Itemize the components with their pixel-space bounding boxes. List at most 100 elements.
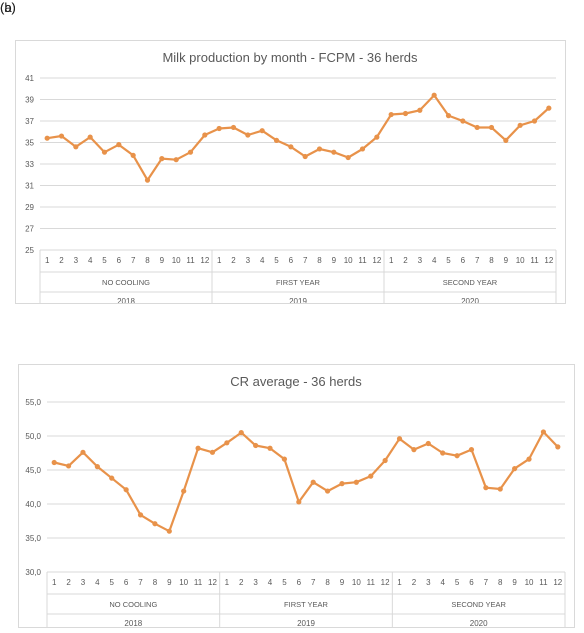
x-tick-label: 5: [274, 256, 279, 265]
data-point: [345, 154, 351, 161]
x-tick-label: 6: [297, 578, 302, 587]
x-tick-label: 10: [352, 578, 361, 587]
x-tick-label: 12: [553, 578, 562, 587]
x-tick-label: 1: [225, 578, 230, 587]
y-tick-label: 39: [25, 96, 34, 105]
x-tick-label: 10: [179, 578, 188, 587]
data-point: [454, 453, 460, 459]
data-point: [396, 436, 403, 442]
x-tick-label: 9: [504, 256, 509, 265]
period-label: NO COOLING: [102, 278, 150, 287]
data-point: [273, 137, 280, 143]
cr-average-chart-svg: CR average - 36 herds 30,0 35,0 40,0 45,0 50,…: [25, 374, 566, 627]
x-tick-label: 2: [403, 256, 408, 265]
x-tick-label: 2: [59, 256, 64, 265]
data-point: [517, 122, 523, 128]
year-label: 2019: [289, 297, 307, 303]
y-tick-label: 31: [25, 182, 34, 191]
x-tick-label: 1: [45, 256, 50, 265]
data-point: [267, 445, 273, 451]
x-tick-label: 7: [484, 578, 489, 587]
data-point: [316, 146, 323, 152]
data-point: [374, 134, 380, 140]
x-tick-label: 1: [397, 578, 402, 587]
x-tick-label: 4: [268, 578, 273, 587]
data-point: [359, 146, 366, 152]
data-point: [388, 111, 394, 118]
data-point: [123, 487, 129, 493]
series-line: [47, 94, 550, 182]
year-label: 2018: [117, 297, 135, 303]
x-tick-label: 6: [124, 578, 129, 587]
data-point: [483, 485, 489, 491]
x-tick-label: 7: [303, 256, 308, 265]
data-point: [209, 449, 216, 455]
data-point: [402, 110, 409, 117]
data-point: [152, 521, 158, 527]
data-point: [259, 128, 265, 134]
y-tick-label: 29: [25, 203, 34, 212]
data-point: [195, 445, 201, 451]
data-point: [288, 144, 294, 150]
milk-production-chart: Milk production by month - FCPM - 36 her…: [15, 40, 566, 304]
x-tick-label: 9: [512, 578, 517, 587]
data-point: [144, 177, 151, 183]
x-tick-label: 3: [253, 578, 258, 587]
data-point: [80, 449, 86, 455]
data-point: [425, 440, 431, 447]
data-point: [468, 447, 475, 453]
data-point: [339, 481, 345, 487]
x-tick-label: 5: [455, 578, 460, 587]
y-tick-label: 35: [25, 139, 34, 148]
y-tick-label: 33: [25, 160, 34, 169]
y-tick-label: 50,0: [25, 432, 41, 441]
x-tick-label: 4: [95, 578, 100, 587]
x-tick-label: 3: [246, 256, 251, 265]
x-tick-label: 7: [311, 578, 316, 587]
data-point: [440, 450, 446, 456]
data-point: [296, 499, 302, 505]
data-point: [460, 118, 466, 124]
y-tick-label: 35,0: [25, 534, 41, 543]
year-label: 2020: [470, 619, 488, 627]
x-tick-label: 7: [138, 578, 143, 587]
data-point: [51, 459, 57, 466]
data-point: [238, 430, 244, 436]
x-tick-label: 5: [102, 256, 107, 265]
x-tick-label: 11: [530, 256, 539, 265]
y-tick-label: 27: [25, 225, 34, 234]
cr-average-chart: CR average - 36 herds 30,0 35,0 40,0 45,0 50,…: [18, 364, 575, 628]
x-tick-label: 7: [131, 256, 136, 265]
x-tick-label: 9: [340, 578, 345, 587]
panel-a-label: (a): [0, 0, 16, 15]
year-label: 2020: [461, 297, 479, 303]
period-label: NO COOLING: [109, 600, 157, 609]
x-tick-label: 2: [231, 256, 236, 265]
data-point: [137, 512, 144, 518]
x-tick-label: 12: [381, 578, 390, 587]
data-point: [216, 125, 222, 132]
y-tick-label: 40,0: [25, 500, 41, 509]
x-tick-label: 12: [544, 256, 553, 265]
x-tick-label: 11: [539, 578, 548, 587]
x-tick-label: 8: [153, 578, 158, 587]
x-tick-label: 3: [81, 578, 86, 587]
x-tick-label: 3: [418, 256, 423, 265]
period-label: SECOND YEAR: [443, 278, 498, 287]
data-point: [417, 107, 423, 113]
x-tick-label: 8: [489, 256, 494, 265]
data-point: [310, 479, 316, 485]
data-point: [58, 133, 65, 139]
data-point: [253, 442, 259, 449]
x-tick-label: 10: [344, 256, 353, 265]
chart-title: CR average - 36 herds: [230, 374, 362, 389]
y-tick-label: 41: [25, 74, 34, 83]
x-tick-label: 6: [469, 578, 474, 587]
data-point: [474, 124, 480, 131]
data-point: [173, 157, 179, 163]
data-point: [503, 137, 509, 143]
data-point: [44, 135, 50, 141]
data-point: [166, 528, 172, 534]
x-tick-label: 1: [52, 578, 57, 587]
period-label: FIRST YEAR: [276, 278, 320, 287]
